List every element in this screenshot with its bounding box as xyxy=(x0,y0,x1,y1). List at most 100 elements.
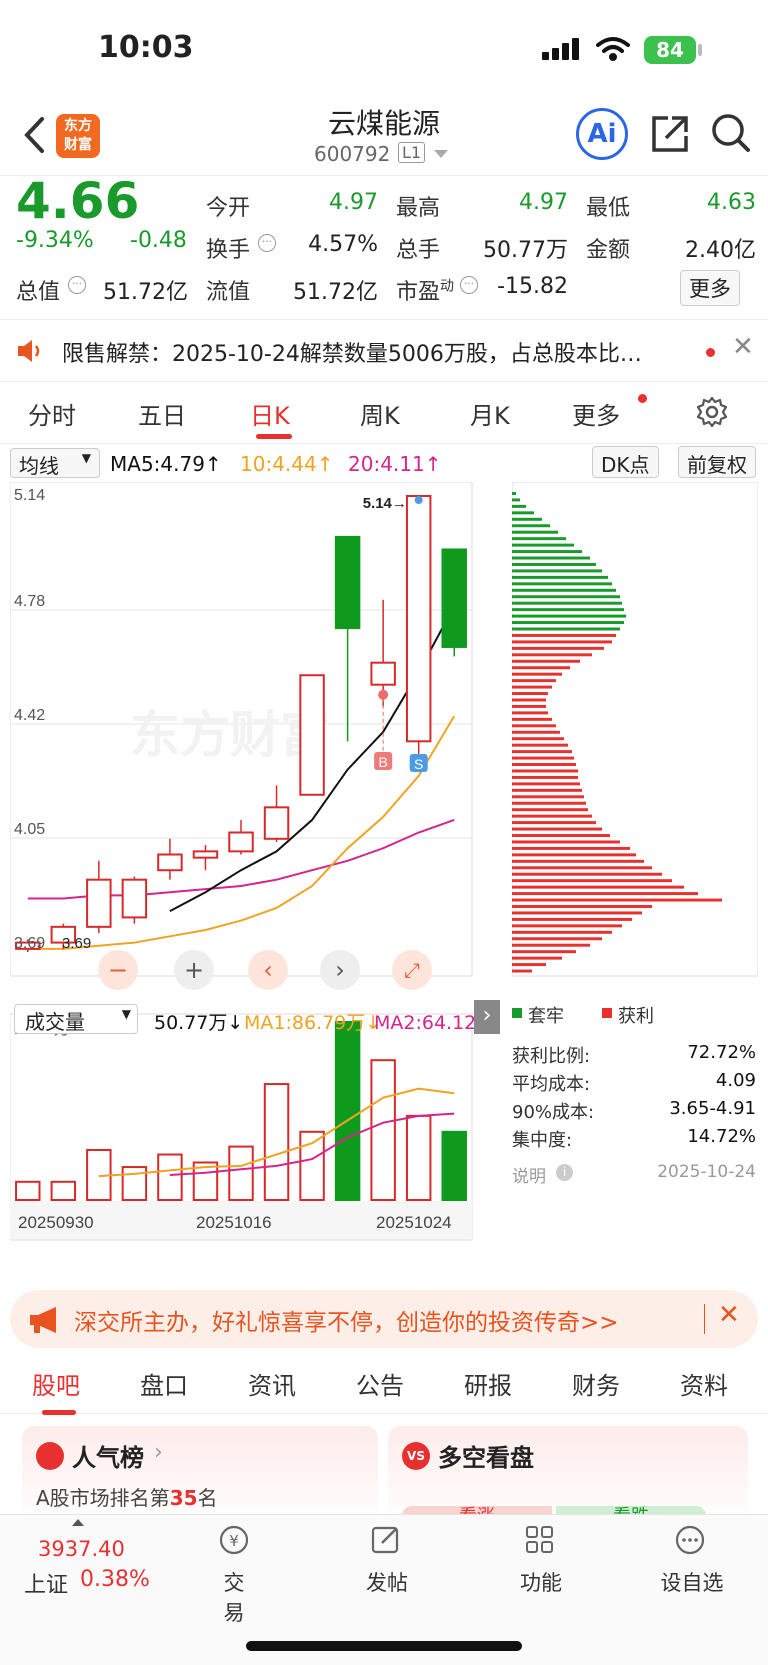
chip-row-value: 72.72% xyxy=(687,1042,756,1063)
volume-bar xyxy=(50,1180,77,1201)
zoom-in-button[interactable]: + xyxy=(174,950,214,990)
dk-button[interactable]: DK点 xyxy=(592,446,659,478)
chart-tabs: 分时 五日 日K 周K 月K 更多 xyxy=(0,382,768,444)
candle-body xyxy=(192,850,219,859)
settings-icon[interactable] xyxy=(696,396,728,428)
vol-ma2-label: MA2:64.12万↑ xyxy=(374,1012,480,1034)
date-label: 20251016 xyxy=(196,1213,272,1232)
tab-forum[interactable]: 股吧 xyxy=(32,1372,80,1400)
index-name[interactable]: 上证 xyxy=(24,1573,69,1598)
chip-bar xyxy=(512,730,560,734)
speaker-icon xyxy=(18,340,40,362)
info-icon[interactable]: ··· xyxy=(460,276,478,294)
info-icon[interactable]: ··· xyxy=(258,234,276,252)
cards-row: 人气榜 › A股市场排名第35名 VS 多空看盘 看涨 看跌 xyxy=(0,1414,768,1526)
candle-body xyxy=(157,853,183,872)
chip-bar xyxy=(512,846,630,850)
ma5-label: MA5:4.79↑ xyxy=(110,452,222,476)
chip-note-label[interactable]: 说明 xyxy=(512,1167,546,1187)
sell-marker: S xyxy=(409,496,428,772)
expand-arrow-icon[interactable]: › xyxy=(474,1000,500,1034)
price-axis-label: 4.78 xyxy=(14,593,45,610)
low-value: 4.63 xyxy=(707,190,756,215)
bull-bear-card[interactable]: VS 多空看盘 看涨 看跌 xyxy=(388,1426,748,1526)
chip-bar xyxy=(512,595,620,599)
volume-bar xyxy=(405,1114,432,1202)
chip-bar xyxy=(512,698,546,702)
banner-text: 深交所主办，好礼惊喜享不停，创造你的投资传奇>> xyxy=(74,1310,619,1336)
grid-icon[interactable] xyxy=(522,1523,562,1559)
volume-bar xyxy=(263,1083,290,1201)
tab-weekly-k[interactable]: 周K xyxy=(360,402,400,430)
chip-bar xyxy=(512,575,608,579)
volume-select[interactable]: 成交量 ▼ xyxy=(14,1004,138,1034)
chip-bar xyxy=(512,853,636,857)
ma-select[interactable]: 均线 ▼ xyxy=(10,448,100,478)
tab-intraday[interactable]: 分时 xyxy=(28,402,76,430)
post-icon[interactable] xyxy=(368,1523,408,1559)
trade-icon[interactable]: ¥ xyxy=(214,1523,254,1559)
scroll-right-button[interactable]: › xyxy=(320,950,360,990)
ai-button[interactable]: Ai xyxy=(576,108,628,160)
dropdown-icon[interactable] xyxy=(434,150,448,158)
open-value: 4.97 xyxy=(329,190,378,215)
chip-bar xyxy=(512,905,652,908)
share-icon[interactable] xyxy=(650,114,690,154)
level-badge[interactable]: L1 xyxy=(398,142,426,163)
chip-bar xyxy=(512,569,602,573)
chip-bar xyxy=(512,814,592,818)
post-label[interactable]: 发帖 xyxy=(366,1571,408,1595)
price-axis-label: 5.14 xyxy=(14,487,45,504)
close-icon[interactable]: ✕ xyxy=(718,1300,740,1330)
more-button[interactable]: 更多 xyxy=(680,270,740,306)
status-time: 10:03 xyxy=(98,30,194,65)
more-dots-icon[interactable] xyxy=(672,1523,712,1559)
vol-ma1-line xyxy=(98,1087,455,1178)
volume-value-label: 50.77万↓ xyxy=(154,1012,244,1034)
tab-finance[interactable]: 财务 xyxy=(572,1372,620,1400)
chip-bar xyxy=(512,524,550,528)
func-label[interactable]: 功能 xyxy=(520,1571,562,1595)
promo-banner[interactable]: 深交所主办，好礼惊喜享不停，创造你的投资传奇>> ✕ xyxy=(10,1290,758,1348)
chip-bar xyxy=(512,892,698,896)
candle-body xyxy=(50,925,77,944)
chip-bar xyxy=(512,872,662,876)
tab-profile[interactable]: 资料 xyxy=(680,1372,728,1400)
volume-value: 50.77万 xyxy=(483,238,568,263)
pe-value: -15.82 xyxy=(497,274,568,299)
sell-marker-label: S xyxy=(414,756,423,772)
vs-title: 多空看盘 xyxy=(438,1444,534,1472)
legend-hold: 套牢 xyxy=(528,1006,564,1027)
search-icon[interactable] xyxy=(710,112,752,154)
vol-ma2-line xyxy=(169,1112,455,1176)
tab-daily-k[interactable]: 日K xyxy=(250,402,290,430)
notice-bar[interactable]: 限售解禁：2025-10-24解禁数量5006万股，占总股本比… ✕ xyxy=(0,320,768,382)
popularity-card[interactable]: 人气榜 › A股市场排名第35名 xyxy=(22,1426,378,1526)
tab-research[interactable]: 研报 xyxy=(464,1372,512,1400)
trade-label[interactable]: 交易 xyxy=(223,1571,245,1625)
index-pct[interactable]: 0.38% xyxy=(80,1567,150,1592)
adjust-button[interactable]: 前复权 xyxy=(678,446,756,478)
watchlist-label[interactable]: 设自选 xyxy=(660,1571,724,1595)
tab-announcements[interactable]: 公告 xyxy=(356,1372,404,1400)
close-icon[interactable]: ✕ xyxy=(732,332,754,362)
chip-bar xyxy=(512,840,620,844)
back-icon[interactable] xyxy=(22,116,46,154)
candle-body xyxy=(15,941,41,950)
info-icon[interactable]: ··· xyxy=(68,276,86,294)
low-label: 最低 xyxy=(586,196,631,221)
info-icon[interactable]: i xyxy=(556,1164,573,1181)
zoom-out-button[interactable]: − xyxy=(98,950,138,990)
tab-news[interactable]: 资讯 xyxy=(248,1372,296,1400)
turnover-label: 换手 xyxy=(206,238,251,263)
tab-monthly-k[interactable]: 月K xyxy=(470,402,510,430)
tab-orderbook[interactable]: 盘口 xyxy=(140,1372,188,1400)
chip-row-label: 集中度: xyxy=(512,1130,573,1151)
fullscreen-button[interactable]: ⤢ xyxy=(392,950,432,990)
watermark: 东方财富 xyxy=(130,707,330,763)
scroll-left-button[interactable]: ‹ xyxy=(248,950,288,990)
tab-five-day[interactable]: 五日 xyxy=(138,402,186,430)
index-value[interactable]: 3937.40 xyxy=(38,1537,125,1561)
wifi-icon xyxy=(596,37,630,61)
tab-more[interactable]: 更多 xyxy=(572,402,620,430)
